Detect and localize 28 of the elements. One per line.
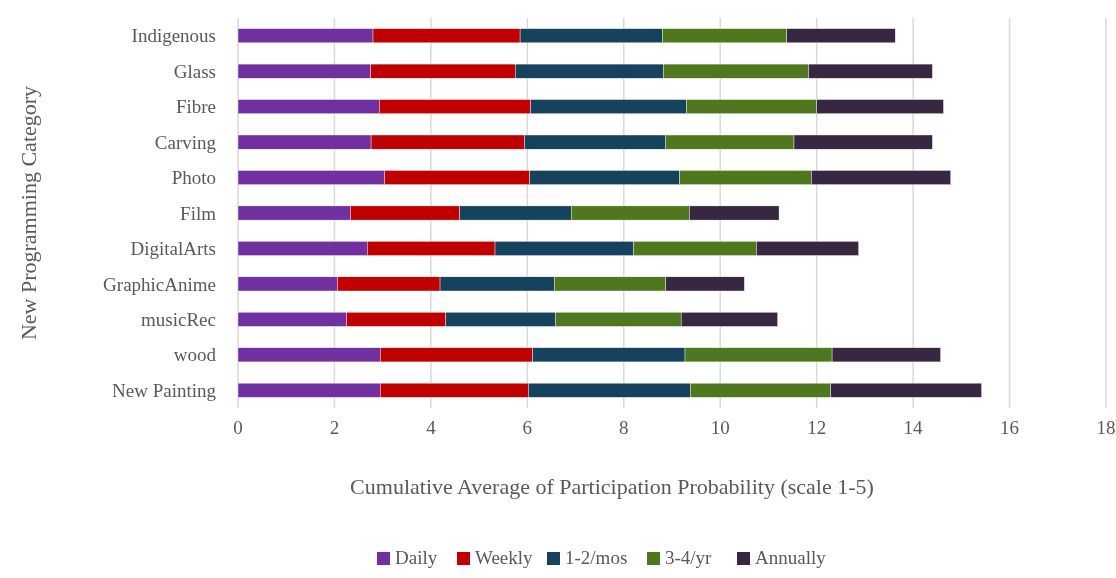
y-tick-label: musicRec bbox=[141, 309, 216, 331]
x-tick-label: 10 bbox=[710, 417, 730, 438]
legend-label: 1-2/mos bbox=[565, 547, 628, 568]
x-axis-title: Cumulative Average of Participation Probability (scale 1-5) bbox=[350, 474, 874, 499]
legend-label: Weekly bbox=[475, 547, 534, 568]
y-tick-label: GraphicAnime bbox=[103, 273, 216, 295]
x-tick-label: 14 bbox=[903, 417, 924, 438]
y-tick-label: Photo bbox=[171, 167, 216, 189]
y-tick-label: Glass bbox=[173, 60, 216, 82]
y-tick-label: Carving bbox=[154, 131, 217, 153]
legend-label: Annually bbox=[755, 547, 827, 568]
x-tick-label: 16 bbox=[1000, 417, 1020, 438]
y-tick-label: New Painting bbox=[112, 379, 217, 401]
y-tick-label: Indigenous bbox=[131, 25, 216, 47]
y-axis-title: New Programming Category bbox=[16, 85, 41, 341]
x-tick-label: 0 bbox=[233, 417, 243, 438]
legend-label: 3-4/yr bbox=[665, 547, 713, 568]
x-tick-label: 8 bbox=[619, 417, 629, 438]
x-tick-label: 4 bbox=[426, 417, 437, 438]
y-tick-label: DigitalArts bbox=[130, 238, 216, 260]
y-tick-label: Fibre bbox=[175, 96, 216, 118]
y-tick-label: Film bbox=[180, 202, 217, 224]
x-tick-label: 6 bbox=[522, 417, 533, 438]
y-tick-label: wood bbox=[173, 344, 217, 366]
x-tick-label: 2 bbox=[329, 417, 340, 438]
x-tick-label: 18 bbox=[1096, 417, 1116, 438]
legend-label: Daily bbox=[395, 547, 438, 568]
x-tick-label: 12 bbox=[807, 417, 827, 438]
